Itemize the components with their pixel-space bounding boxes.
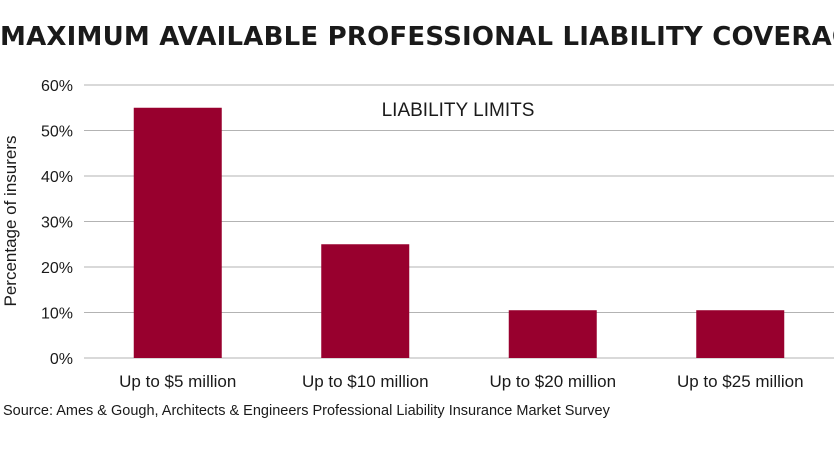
x-tick-label: Up to $25 million bbox=[677, 372, 804, 391]
bar bbox=[321, 244, 410, 358]
y-axis-label: Percentage of insurers bbox=[1, 135, 20, 306]
x-tick-label: Up to $20 million bbox=[489, 372, 616, 391]
y-tick-label: 60% bbox=[41, 78, 73, 95]
source-note: Source: Ames & Gough, Architects & Engin… bbox=[3, 403, 610, 419]
chart-subtitle: LIABILITY LIMITS bbox=[382, 100, 535, 121]
bars bbox=[133, 107, 785, 358]
bar bbox=[133, 107, 222, 358]
y-tick-label: 30% bbox=[41, 215, 73, 232]
bar bbox=[696, 310, 785, 358]
x-axis-ticks: Up to $5 million Up to $10 million Up to $… bbox=[119, 372, 803, 391]
y-tick-label: 20% bbox=[41, 260, 73, 277]
bar bbox=[508, 310, 597, 358]
x-tick-label: Up to $10 million bbox=[302, 372, 429, 391]
y-axis-ticks: 0% 10% 20% 30% 40% 50% 60% bbox=[41, 78, 73, 368]
chart-title: MAXIMUM AVAILABLE PROFESSIONAL LIABILITY… bbox=[0, 22, 834, 52]
x-tick-label: Up to $5 million bbox=[119, 372, 236, 391]
y-tick-label: 50% bbox=[41, 124, 73, 141]
y-tick-label: 0% bbox=[50, 351, 73, 368]
y-tick-label: 40% bbox=[41, 169, 73, 186]
y-tick-label: 10% bbox=[41, 306, 73, 323]
